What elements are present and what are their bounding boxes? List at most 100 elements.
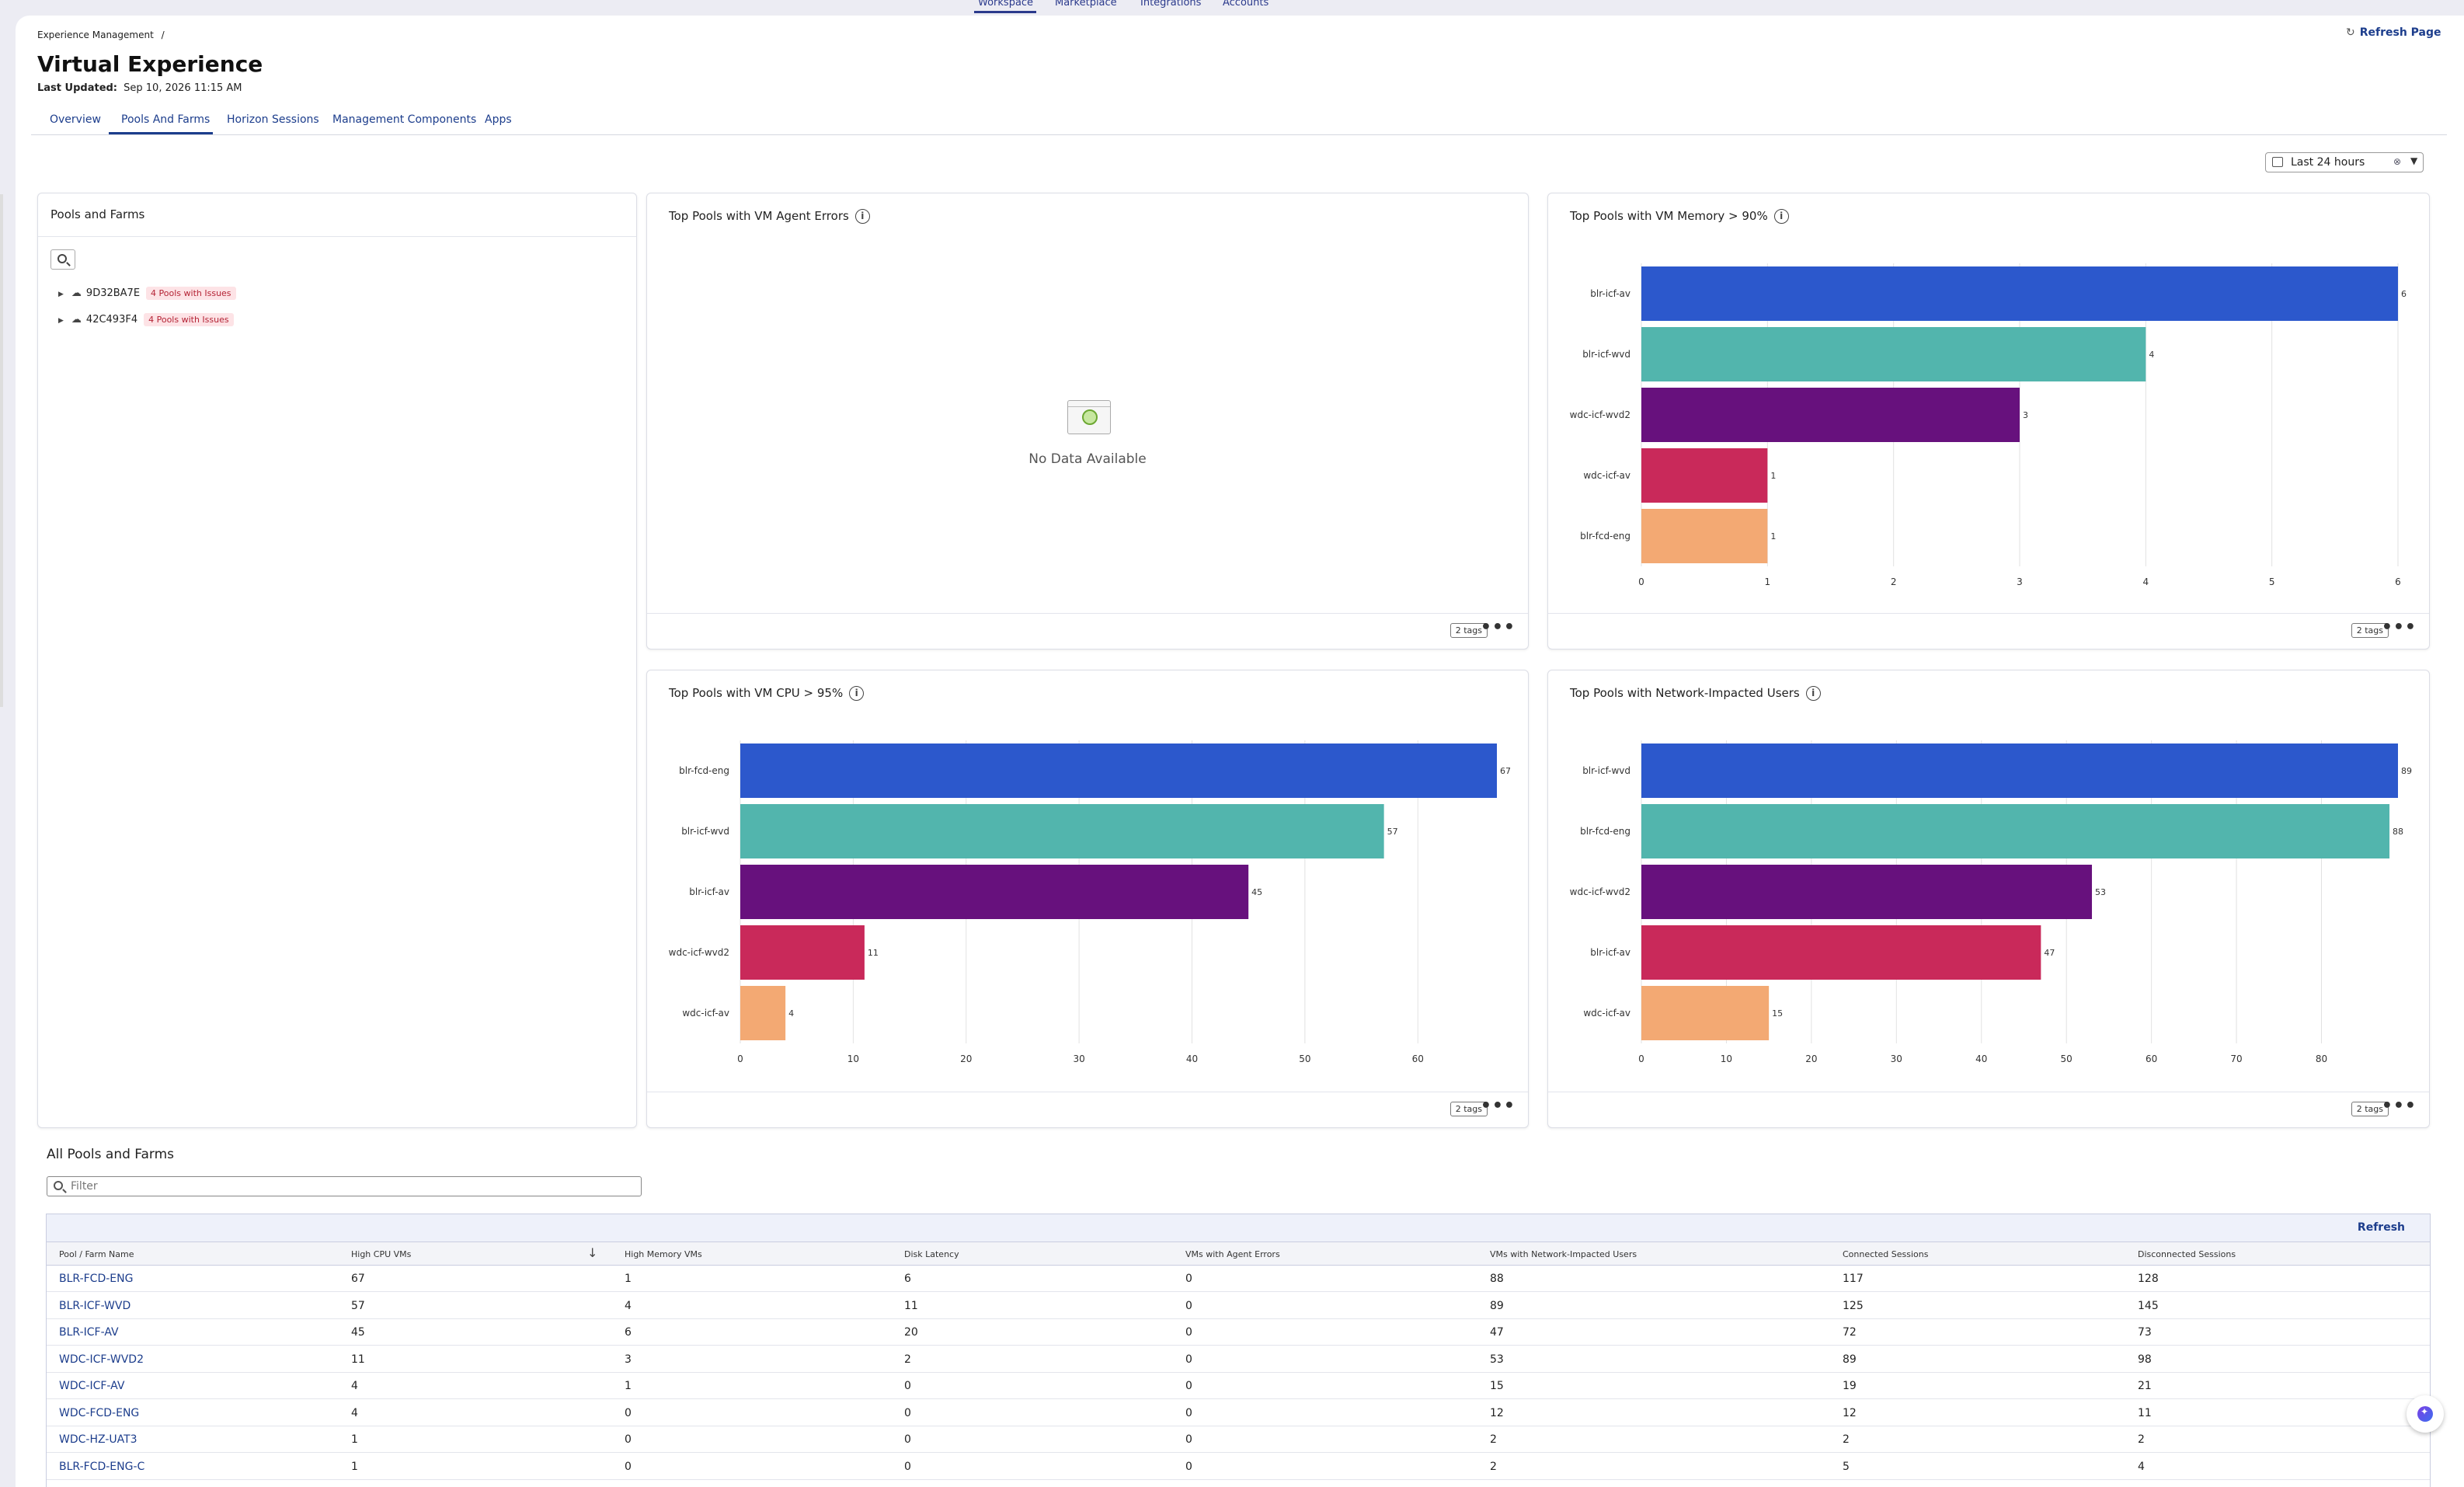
cpu-bar-chart: 0 10 20 30 40 50 60 blr-fcd-eng 67 blr-icf-wvd 57 b… — [669, 740, 1511, 1064]
table-cell: 73 — [2138, 1326, 2152, 1339]
more-options-icon[interactable]: ••• — [2381, 618, 2417, 637]
bar[interactable] — [740, 804, 1384, 858]
column-header[interactable]: Pool / Farm Name — [59, 1249, 134, 1259]
x-tick-label: 0 — [1638, 576, 1644, 587]
value-label: 47 — [2044, 948, 2055, 958]
table-row[interactable]: WDC-HZ-UAT3 1 0 0 0 2 2 2 — [47, 1426, 2430, 1453]
table-row[interactable]: BLR-ICF-AV 45 6 20 0 47 72 73 — [47, 1319, 2430, 1346]
bar[interactable] — [740, 865, 1249, 919]
table-cell: 128 — [2138, 1273, 2159, 1285]
table-row[interactable]: BLR-FCD-ENG 67 1 6 0 88 117 128 — [47, 1266, 2430, 1292]
table-cell: 6 — [904, 1273, 911, 1285]
column-header[interactable]: Connected Sessions — [1843, 1249, 1929, 1259]
bar[interactable] — [1641, 744, 2398, 798]
bar[interactable] — [1641, 266, 2398, 321]
filter-input[interactable]: Filter — [47, 1176, 642, 1196]
column-header[interactable]: High Memory VMs — [625, 1249, 702, 1259]
pool-name-link[interactable]: WDC-ICF-WVD2 — [59, 1353, 144, 1366]
table-row[interactable]: WDC-ICF-WVD2 11 3 2 0 53 89 98 — [47, 1346, 2430, 1373]
table-cell: 11 — [904, 1299, 918, 1312]
bar[interactable] — [740, 744, 1497, 798]
pool-name-link[interactable]: WDC-FCD-ENG — [59, 1406, 140, 1419]
tab-horizon-sessions[interactable]: Horizon Sessions — [227, 113, 319, 126]
tags-button[interactable]: 2 tags — [2351, 623, 2389, 638]
tab-overview[interactable]: Overview — [50, 113, 101, 126]
expand-arrow-icon[interactable]: ▶ — [58, 317, 64, 325]
bar[interactable] — [1641, 865, 2093, 919]
info-icon[interactable]: i — [849, 686, 865, 701]
value-label: 53 — [2095, 887, 2106, 897]
table-cell: 0 — [904, 1433, 911, 1446]
x-tick-label: 80 — [2316, 1053, 2327, 1064]
bar[interactable] — [1641, 925, 2041, 980]
network-title: Top Pools with Network-Impacted Users i — [1570, 686, 1821, 701]
tree-item[interactable]: ▶ ☁ 9D32BA7E 4 Pools with Issues — [58, 287, 236, 300]
last-updated: Last Updated: Sep 10, 2026 11:15 AM — [37, 82, 242, 94]
column-header[interactable]: VMs with Network-Impacted Users — [1490, 1249, 1637, 1259]
column-header[interactable]: Disk Latency — [904, 1249, 959, 1259]
time-range-select[interactable]: Last 24 hours ⊗ ▼ — [2265, 152, 2424, 172]
info-icon[interactable]: i — [1805, 686, 1821, 701]
table-row[interactable]: BLR-FCD-ENG-C 1 0 0 0 2 5 4 — [47, 1454, 2430, 1480]
table-cell: 0 — [1185, 1273, 1192, 1285]
bar[interactable] — [1641, 388, 2020, 442]
more-options-icon[interactable]: ••• — [1480, 1096, 1516, 1116]
value-label: 67 — [1500, 766, 1511, 776]
pool-name-link[interactable]: BLR-FCD-ENG — [59, 1273, 134, 1285]
tab-management-components[interactable]: Management Components — [332, 113, 477, 126]
topnav-tab-integrations[interactable]: Integrations — [1140, 0, 1202, 9]
column-header[interactable]: High CPU VMs — [351, 1249, 412, 1259]
bar[interactable] — [740, 925, 865, 980]
table-cell: 89 — [1843, 1353, 1857, 1366]
table-cell: 89 — [1490, 1299, 1504, 1312]
tags-button[interactable]: 2 tags — [1450, 1102, 1488, 1116]
pool-name-link[interactable]: WDC-HZ-UAT3 — [59, 1433, 137, 1446]
bar[interactable] — [1641, 986, 1770, 1040]
refresh-page-button[interactable]: ↻ Refresh Page — [2346, 26, 2441, 39]
bar[interactable] — [740, 986, 786, 1040]
breadcrumb-separator: / — [161, 30, 165, 40]
no-data-message: No Data Available — [1028, 451, 1147, 467]
memory-title: Top Pools with VM Memory > 90% i — [1570, 209, 1789, 224]
sort-arrow-icon[interactable]: ↓ — [587, 1245, 598, 1260]
category-label: blr-icf-av — [1590, 947, 1630, 958]
chevron-down-icon[interactable]: ▼ — [2410, 155, 2418, 166]
table-cell: 0 — [625, 1433, 632, 1446]
pool-name-link[interactable]: WDC-ICF-AV — [59, 1380, 125, 1392]
bar[interactable] — [1641, 804, 2390, 858]
topnav-tab-marketplace[interactable]: Marketplace — [1055, 0, 1117, 9]
info-icon[interactable]: i — [854, 209, 870, 224]
column-header[interactable]: VMs with Agent Errors — [1185, 1249, 1280, 1259]
more-options-icon[interactable]: ••• — [1480, 618, 1516, 637]
category-label: blr-icf-av — [1590, 288, 1630, 299]
refresh-icon: ↻ — [2346, 26, 2355, 39]
column-header[interactable]: Disconnected Sessions — [2138, 1249, 2236, 1259]
info-icon[interactable]: i — [1773, 209, 1789, 224]
pool-name-link[interactable]: BLR-ICF-WVD — [59, 1299, 131, 1312]
bar[interactable] — [1641, 448, 1768, 503]
bar[interactable] — [1641, 509, 1768, 563]
tags-button[interactable]: 2 tags — [1450, 623, 1488, 638]
tab-apps[interactable]: Apps — [485, 113, 512, 126]
pool-name-link[interactable]: BLR-FCD-ENG-C — [59, 1460, 145, 1473]
table-cell: 0 — [904, 1460, 911, 1473]
expand-arrow-icon[interactable]: ▶ — [58, 291, 64, 298]
tab-pools-and-farms[interactable]: Pools And Farms — [121, 113, 211, 126]
tags-button[interactable]: 2 tags — [2351, 1102, 2389, 1116]
agent-errors-title: Top Pools with VM Agent Errors i — [669, 209, 870, 224]
topnav-tab-accounts[interactable]: Accounts — [1223, 0, 1269, 9]
bar[interactable] — [1641, 327, 2146, 381]
more-options-icon[interactable]: ••• — [2381, 1096, 2417, 1116]
tree-item[interactable]: ▶ ☁ 42C493F4 4 Pools with Issues — [58, 313, 234, 326]
pool-name-link[interactable]: BLR-ICF-AV — [59, 1326, 119, 1339]
clear-icon[interactable]: ⊗ — [2393, 156, 2402, 167]
assistant-button[interactable] — [2407, 1395, 2444, 1433]
tree-search-button[interactable] — [50, 249, 75, 270]
table-row[interactable]: WDC-FCD-ENG 4 0 0 0 12 12 11 — [47, 1400, 2430, 1426]
table-row[interactable]: WDC-ICF-AV 4 1 0 0 15 19 21 — [47, 1373, 2430, 1399]
table-row[interactable]: BLR-ICF-WVD 57 4 11 0 89 125 145 — [47, 1293, 2430, 1319]
breadcrumb-link[interactable]: Experience Management — [37, 30, 154, 40]
network-card: Top Pools with Network-Impacted Users i 0… — [1547, 670, 2430, 1128]
table-refresh-button[interactable]: Refresh — [2357, 1221, 2405, 1234]
topnav-tab-workspace[interactable]: Workspace — [978, 0, 1034, 9]
